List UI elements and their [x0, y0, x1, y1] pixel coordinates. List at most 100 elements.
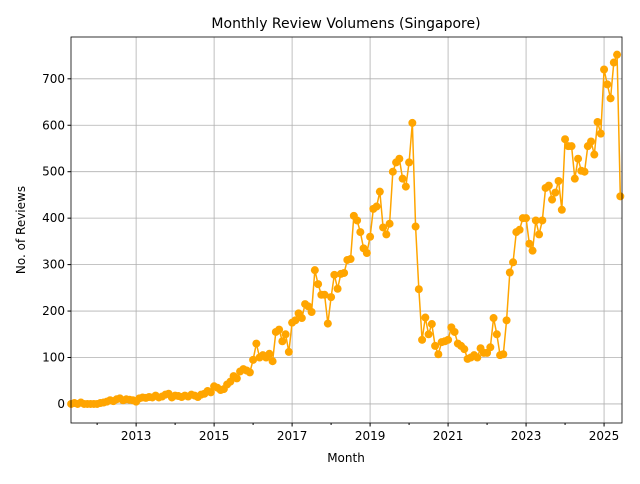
data-point [528, 246, 537, 255]
y-axis-label: No. of Reviews [14, 186, 28, 274]
data-point [307, 307, 316, 316]
data-point [375, 187, 384, 196]
data-point [411, 222, 420, 231]
data-point [580, 167, 589, 176]
data-point [431, 341, 440, 350]
x-tick-label: 2015 [199, 429, 230, 443]
data-point [616, 192, 625, 201]
data-point [310, 266, 319, 275]
data-point [486, 343, 495, 352]
data-point [434, 350, 443, 359]
data-point [460, 345, 469, 354]
data-point [398, 174, 407, 183]
data-point [522, 214, 531, 223]
data-point [278, 337, 287, 346]
data-point [509, 258, 518, 267]
y-tick-label: 700 [42, 72, 65, 86]
data-point [548, 195, 557, 204]
data-point [356, 228, 365, 237]
x-tick-label: 2025 [589, 429, 620, 443]
data-point [587, 137, 596, 146]
data-point [450, 327, 459, 336]
data-point [593, 118, 602, 127]
plot-frame [70, 36, 623, 424]
data-point [330, 270, 339, 279]
data-point [515, 225, 524, 234]
y-tick-label: 0 [57, 397, 65, 411]
data-point [366, 232, 375, 241]
data-point [489, 314, 498, 323]
data-point [252, 339, 261, 348]
data-point [525, 239, 534, 248]
data-point [340, 268, 349, 277]
data-point [245, 368, 254, 377]
data-point [567, 142, 576, 151]
data-point [291, 316, 300, 325]
data-point [362, 248, 371, 257]
data-point [538, 216, 547, 225]
data-point [609, 58, 618, 67]
data-point [613, 50, 622, 59]
data-point [421, 313, 430, 322]
data-point [505, 268, 514, 277]
data-point [388, 167, 397, 176]
x-tick-label: 2017 [277, 429, 308, 443]
data-point [554, 176, 563, 185]
data-point [551, 188, 560, 197]
data-point [600, 65, 609, 74]
data-point [382, 230, 391, 239]
data-point [570, 174, 579, 183]
data-point [372, 202, 381, 211]
data-point [444, 335, 453, 344]
data-point [265, 349, 274, 358]
data-point [596, 129, 605, 138]
data-point [206, 388, 215, 397]
x-tick-label: 2023 [511, 429, 542, 443]
data-point [385, 219, 394, 228]
data-point [297, 314, 306, 323]
x-tick-label: 2019 [355, 429, 386, 443]
y-tick-label: 200 [42, 304, 65, 318]
chart-title: Monthly Review Volumens (Singapore) [211, 16, 480, 32]
y-tick-label: 300 [42, 258, 65, 272]
data-point [327, 293, 336, 302]
data-point [557, 205, 566, 214]
data-point [418, 335, 427, 344]
x-tick-label: 2013 [121, 429, 152, 443]
data-point [535, 230, 544, 239]
data-point [424, 330, 433, 339]
data-point [275, 325, 284, 334]
data-point [499, 350, 508, 359]
data-point [408, 118, 417, 127]
y-tick-label: 400 [42, 211, 65, 225]
data-point [353, 216, 362, 225]
data-point [427, 320, 436, 329]
data-point [561, 135, 570, 144]
data-point [606, 94, 615, 103]
data-point [268, 357, 277, 366]
y-tick-label: 500 [42, 165, 65, 179]
data-point [473, 353, 482, 362]
data-point [414, 285, 423, 294]
data-point [502, 316, 511, 325]
data-point [379, 223, 388, 232]
data-point [590, 150, 599, 159]
data-point [323, 319, 332, 328]
data-point [603, 80, 612, 89]
data-point [574, 154, 583, 163]
data-point [346, 255, 355, 264]
y-tick-label: 100 [42, 351, 65, 365]
x-axis-label: Month [327, 451, 365, 465]
data-point [314, 280, 323, 289]
data-point [320, 290, 329, 299]
x-tick-label: 2021 [433, 429, 464, 443]
data-point [544, 181, 553, 190]
data-point [284, 347, 293, 356]
data-point [249, 355, 258, 364]
data-point [405, 158, 414, 167]
data-point [395, 154, 404, 163]
y-tick-label: 600 [42, 118, 65, 132]
data-point [281, 330, 290, 339]
